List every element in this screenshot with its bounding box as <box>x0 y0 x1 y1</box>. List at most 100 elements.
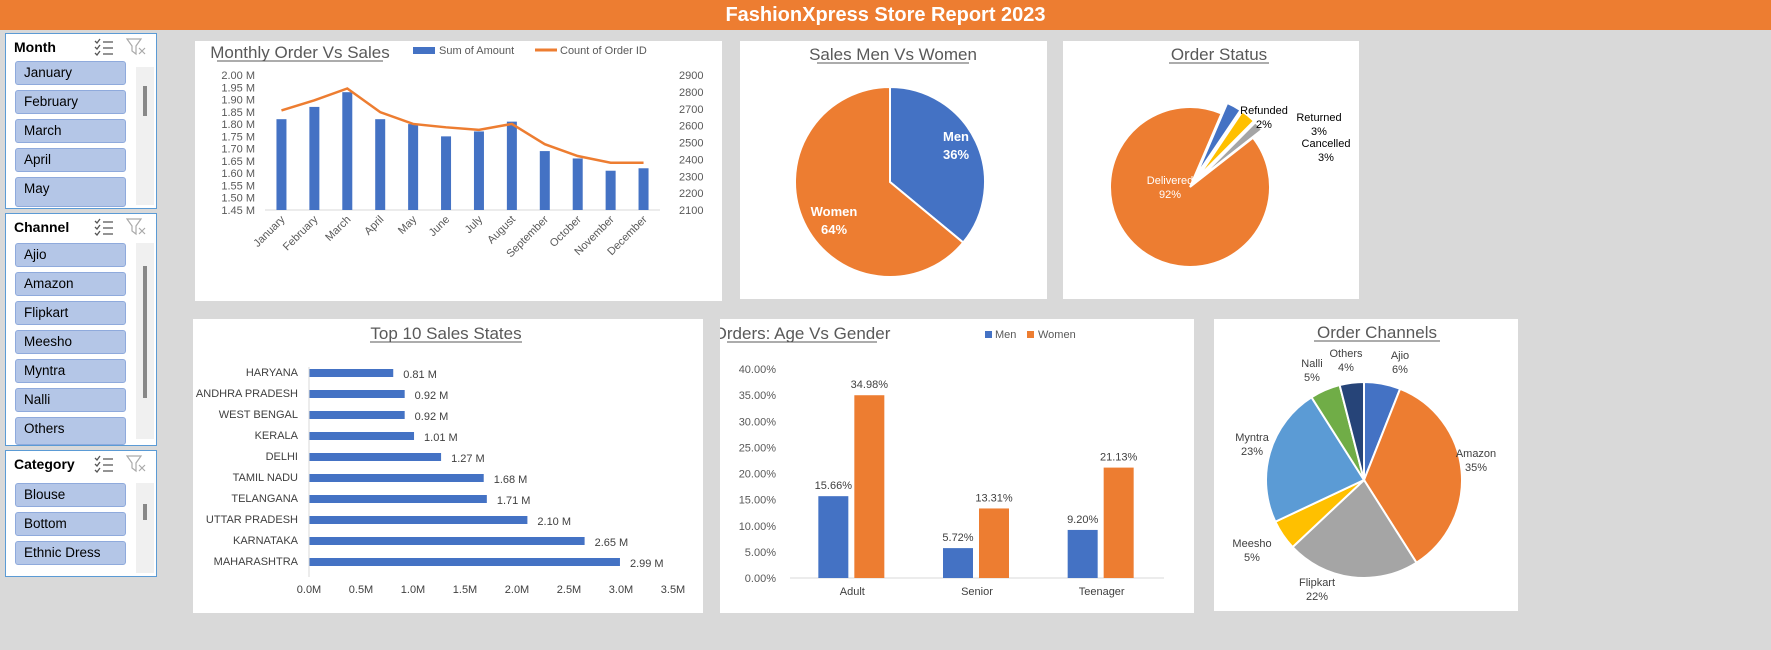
bar-state <box>309 432 415 440</box>
y-left-tick-label: 1.85 M <box>221 107 255 119</box>
clear-filter-icon[interactable] <box>126 455 146 473</box>
slice-label-amazon: Amazon <box>1456 448 1496 460</box>
slicer-item-april[interactable]: April <box>15 148 126 172</box>
clear-filter-icon[interactable] <box>126 38 146 56</box>
x-tick-label: April <box>362 214 386 238</box>
slicer-title: Month <box>14 39 56 55</box>
data-label: 1.71 M <box>497 495 531 507</box>
slice-label-men: Men <box>943 129 969 144</box>
slicer-title: Category <box>14 456 75 472</box>
slicer-item-may[interactable]: May <box>15 177 126 207</box>
x-tick-label: Senior <box>961 586 993 598</box>
slice-value-amazon: 35% <box>1465 462 1487 474</box>
y-tick-label: MAHARASHTRA <box>214 556 299 568</box>
slicer-item-bottom[interactable]: Bottom <box>15 512 126 536</box>
bar-state <box>309 516 528 524</box>
slicer-item-amazon[interactable]: Amazon <box>15 272 126 296</box>
bar-state <box>309 495 487 503</box>
y-left-tick-label: 1.75 M <box>221 131 255 143</box>
y-left-tick-label: 1.80 M <box>221 119 255 131</box>
chart-orders-age-vs-gender: Orders: Age Vs Gender Men Women 40.00% 35.00… <box>714 319 1194 613</box>
pie-slice-delivered <box>1109 106 1271 268</box>
slicer-item-meesho[interactable]: Meesho <box>15 330 126 354</box>
y-tick-label: 15.00% <box>739 495 777 507</box>
slicer-item-nalli[interactable]: Nalli <box>15 388 126 412</box>
slicer-item-ajio[interactable]: Ajio <box>15 243 126 267</box>
multi-select-icon[interactable] <box>94 218 114 236</box>
chart-title: Top 10 Sales States <box>370 324 521 343</box>
x-tick-label: 3.0M <box>609 584 633 596</box>
slice-value-refunded: 2% <box>1256 119 1272 131</box>
multi-select-icon[interactable] <box>94 38 114 56</box>
line-count-of-order-id <box>281 87 644 164</box>
data-label: 5.72% <box>942 532 973 544</box>
slicer-header: Month <box>6 34 156 60</box>
y-left-tick-label: 1.50 M <box>221 193 255 205</box>
bar-sum-of-amount <box>441 136 452 210</box>
bar-women <box>854 395 885 578</box>
slicer-item-march[interactable]: March <box>15 119 126 143</box>
x-tick-label: June <box>427 214 452 239</box>
pie-slice-flipkart <box>1291 478 1418 579</box>
y-right-tick-label: 2800 <box>679 87 703 99</box>
data-label: 1.01 M <box>424 432 458 444</box>
slice-label-nalli: Nalli <box>1301 358 1322 370</box>
report-title: FashionXpress Store Report 2023 <box>0 0 1771 30</box>
x-tick-label: 1.0M <box>401 584 425 596</box>
legend-label-sum-of-amount: Sum of Amount <box>439 45 514 57</box>
bar-sum-of-amount <box>473 131 484 210</box>
slicer-category[interactable]: Category Blouse Bottom Ethnic Dress <box>5 450 157 577</box>
slicer-scrollbar[interactable] <box>136 483 154 573</box>
slicer-item-ethnic-dress[interactable]: Ethnic Dress <box>15 541 126 565</box>
slice-label-returned: Returned <box>1296 112 1341 124</box>
multi-select-icon[interactable] <box>94 455 114 473</box>
slicer-item-myntra[interactable]: Myntra <box>15 359 126 383</box>
pie-slice-men <box>889 85 986 244</box>
slicer-item-others[interactable]: Others <box>15 417 126 445</box>
y-right-tick-label: 2500 <box>679 138 703 150</box>
slice-value-myntra: 23% <box>1241 446 1263 458</box>
pie-slice-amazon <box>1362 387 1463 565</box>
pie-slice-returned <box>1196 110 1256 179</box>
bar-state <box>309 537 585 545</box>
bar-sum-of-amount <box>309 106 320 210</box>
bar-women <box>1103 467 1134 578</box>
y-tick-label: 20.00% <box>739 469 777 481</box>
slicer-channel[interactable]: Channel Ajio Amazon Flipkart Meesho Mynt… <box>5 213 157 446</box>
slicer-scroll-thumb[interactable] <box>143 504 147 520</box>
slicer-item-blouse[interactable]: Blouse <box>15 483 126 507</box>
x-tick-label: 2.5M <box>557 584 581 596</box>
bar-men <box>818 496 849 578</box>
chart-title: Orders: Age Vs Gender <box>720 324 891 343</box>
slicer-item-flipkart[interactable]: Flipkart <box>15 301 126 325</box>
legend-swatch-sum-of-amount <box>413 47 435 54</box>
slice-value-others: 4% <box>1338 362 1354 374</box>
y-tick-label: WEST BENGAL <box>219 409 298 421</box>
y-right-tick-label: 2300 <box>679 171 703 183</box>
slicer-item-february[interactable]: February <box>15 90 126 114</box>
chart-title: Order Status <box>1171 45 1267 64</box>
x-tick-label: August <box>485 214 518 247</box>
bar-state <box>309 453 442 461</box>
chart-title: Sales Men Vs Women <box>809 45 977 64</box>
y-tick-label: 25.00% <box>739 442 777 454</box>
slicer-scrollbar[interactable] <box>136 67 154 205</box>
bar-men <box>943 548 973 578</box>
slicer-scroll-thumb[interactable] <box>143 266 147 398</box>
y-right-tick-label: 2900 <box>679 70 703 82</box>
y-right-tick-label: 2700 <box>679 104 703 116</box>
slice-label-others: Others <box>1329 348 1363 360</box>
x-tick-label: 3.5M <box>661 584 685 596</box>
x-tick-label: 1.5M <box>453 584 477 596</box>
slice-label-women: Women <box>811 204 858 219</box>
slicer-item-january[interactable]: January <box>15 61 126 85</box>
bar-women <box>979 508 1009 578</box>
clear-filter-icon[interactable] <box>126 218 146 236</box>
slicer-scroll-thumb[interactable] <box>143 86 147 116</box>
slice-label-refunded: Refunded <box>1240 105 1288 117</box>
slicer-month[interactable]: Month January February March April May <box>5 33 157 209</box>
y-left-tick-label: 1.90 M <box>221 95 255 107</box>
chart-title: Monthly Order Vs Sales <box>210 43 390 62</box>
bar-sum-of-amount <box>506 121 517 210</box>
bar-sum-of-amount <box>638 168 649 210</box>
